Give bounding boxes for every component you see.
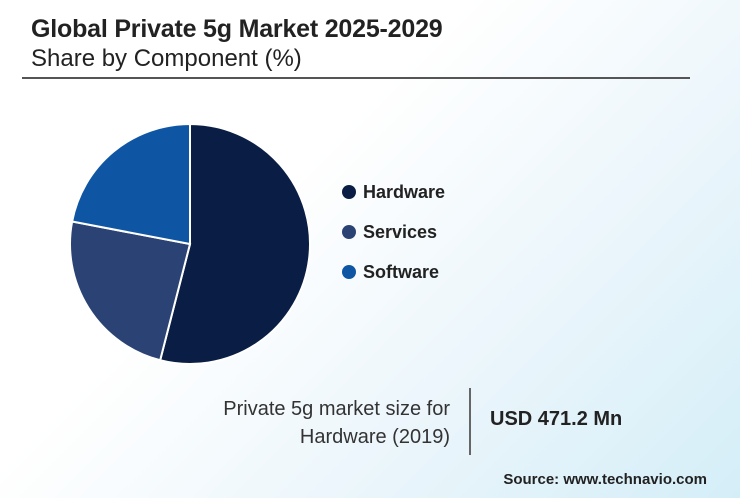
source-credit: Source: www.technavio.com xyxy=(503,471,707,488)
stat-value: USD 471.2 Mn xyxy=(490,408,623,430)
pie-slice-software xyxy=(70,122,191,246)
legend-item-software: Software xyxy=(342,252,445,292)
legend-item-hardware: Hardware xyxy=(342,172,445,212)
legend-label-services: Services xyxy=(363,221,438,242)
legend-swatch-software xyxy=(342,265,356,279)
pie-slice-hardware xyxy=(158,122,311,365)
chart-title: Global Private 5g Market 2025-2029 xyxy=(31,15,443,43)
legend-label-software: Software xyxy=(363,261,440,282)
pie-slice-services xyxy=(69,220,192,362)
stat-label-line-2: Hardware (2019) xyxy=(299,426,450,448)
legend-item-services: Services xyxy=(342,212,445,252)
chart-legend: Hardware Services Software xyxy=(342,172,445,292)
stat-label: Private 5g market size for Hardware (201… xyxy=(170,395,450,451)
chart-subtitle: Share by Component (%) xyxy=(31,45,302,72)
stat-label-line-1: Private 5g market size for xyxy=(223,398,450,420)
legend-swatch-hardware xyxy=(342,185,356,199)
legend-label-hardware: Hardware xyxy=(363,181,446,202)
legend-swatch-services xyxy=(342,225,356,239)
stat-divider xyxy=(469,388,471,455)
title-divider xyxy=(22,77,690,79)
